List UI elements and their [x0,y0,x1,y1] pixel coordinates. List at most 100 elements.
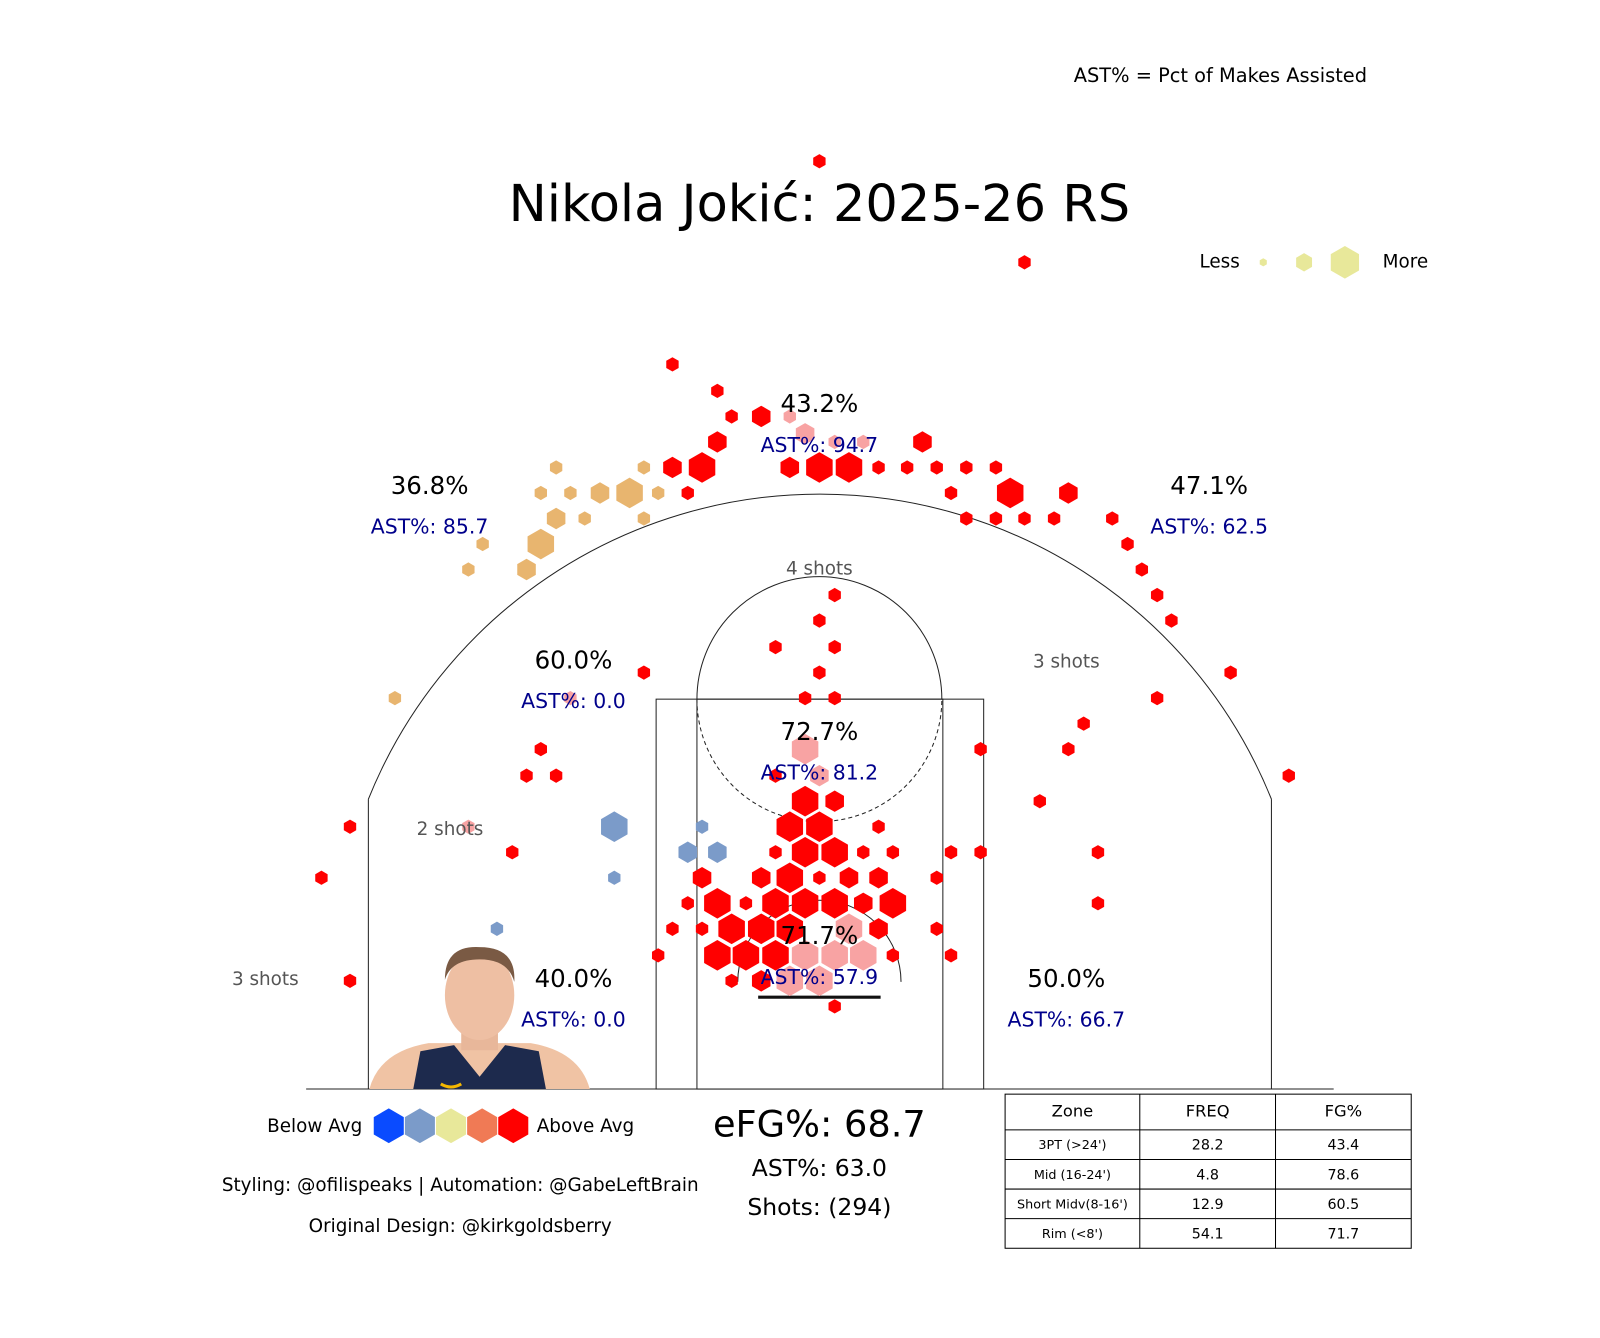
hexbin [1091,845,1105,860]
table-cell: 3PT (>24') [1038,1138,1106,1153]
free-throw-circle-dashed [696,699,943,823]
hexbin [704,940,731,971]
hexbin [688,452,716,483]
hexbin [783,409,796,424]
hexbin [315,870,328,885]
hexbin [806,965,833,997]
hexbin [534,485,547,501]
hexbin [1165,613,1178,628]
hexbin [564,690,577,706]
zone-ast: AST%: 94.7 [761,433,879,457]
zone-ast: AST%: 81.2 [761,761,879,785]
hexbin [695,921,709,936]
table-cell: 12.9 [1192,1197,1224,1213]
table-cell: 60.5 [1327,1197,1359,1213]
hexbin [476,536,489,552]
table-cell: 71.7 [1327,1226,1359,1242]
hexbin [1047,511,1061,526]
hexbin [608,870,621,885]
hexbin [769,845,782,860]
hexbin [913,431,932,453]
color-legend-hex [404,1108,435,1144]
hexbin [886,948,900,963]
hexbin [1150,690,1164,706]
zone-ast: AST%: 85.7 [371,515,489,539]
table-header: Zone [1052,1102,1094,1121]
hexbin [616,477,643,509]
table-header: FG% [1325,1102,1363,1121]
hexbin [857,434,870,450]
hexbin [989,511,1003,526]
hexbin [872,460,885,475]
zone-fg: 36.8% [391,471,469,500]
color-legend-hex [467,1108,498,1144]
hexbin [828,690,841,706]
table-cell: Mid (16-24') [1034,1168,1111,1183]
table-cell: 54.1 [1192,1226,1224,1242]
table-header: FREQ [1186,1102,1230,1121]
hexbin [343,973,357,988]
hexbin [695,819,709,834]
hexbin [769,639,782,655]
hexbin [835,452,863,483]
logo [440,1082,463,1089]
hexbin [1059,482,1078,504]
hexbin [825,790,844,812]
hexbin [974,742,987,757]
hexbin [708,431,727,453]
hexbin [828,587,841,603]
hexbin [944,845,958,860]
hexbin [806,452,833,483]
hexbin [651,948,665,963]
hexbin [1135,562,1149,577]
hexbin [388,690,402,706]
court [306,493,1334,1090]
hexbin [813,154,826,169]
hexbin [989,460,1003,475]
hexbin [886,845,900,860]
zone-fg: 60.0% [535,645,613,674]
hexbin [828,999,841,1014]
zone-ast: AST%: 66.7 [1008,1008,1126,1032]
hexbin [791,785,819,817]
hexbin [1121,536,1134,552]
hexbin [1062,742,1075,757]
hexbin [821,940,848,971]
hexbin [869,918,888,940]
hexbin [776,965,804,997]
hexbin [879,887,907,919]
hexbin [546,507,566,530]
hexbin [590,482,610,504]
hexbin [853,892,873,914]
hexbin [708,841,727,863]
hexbin [821,887,848,919]
zone-ast: AST%: 62.5 [1150,515,1268,539]
color-legend-high: Above Avg [537,1116,634,1137]
hexbin [637,460,651,475]
credit: Original Design: @kirkgoldsberry [309,1216,612,1237]
size-legend-hex [1296,253,1313,272]
hexbin [857,845,870,860]
hexbin [1018,511,1031,526]
hexbin [791,940,819,971]
size-legend-high: More [1383,251,1429,272]
hexbin [776,811,804,843]
hexbin [462,562,475,577]
hexbin [506,845,519,860]
zone-fg: 72.7% [781,717,859,746]
shots-note: 4 shots [786,559,853,580]
shots-note: 2 shots [417,819,484,840]
three-point-arc [367,493,1272,800]
hexbin [725,409,738,424]
color-legend-hex [373,1108,404,1144]
hexbin [549,460,563,475]
hexbin [769,768,782,783]
color-legend [373,1108,529,1144]
jersey [413,1045,546,1090]
hexbin [678,841,698,863]
hexbin [1282,768,1295,783]
hexbin [527,528,555,560]
hexbin [663,456,682,479]
